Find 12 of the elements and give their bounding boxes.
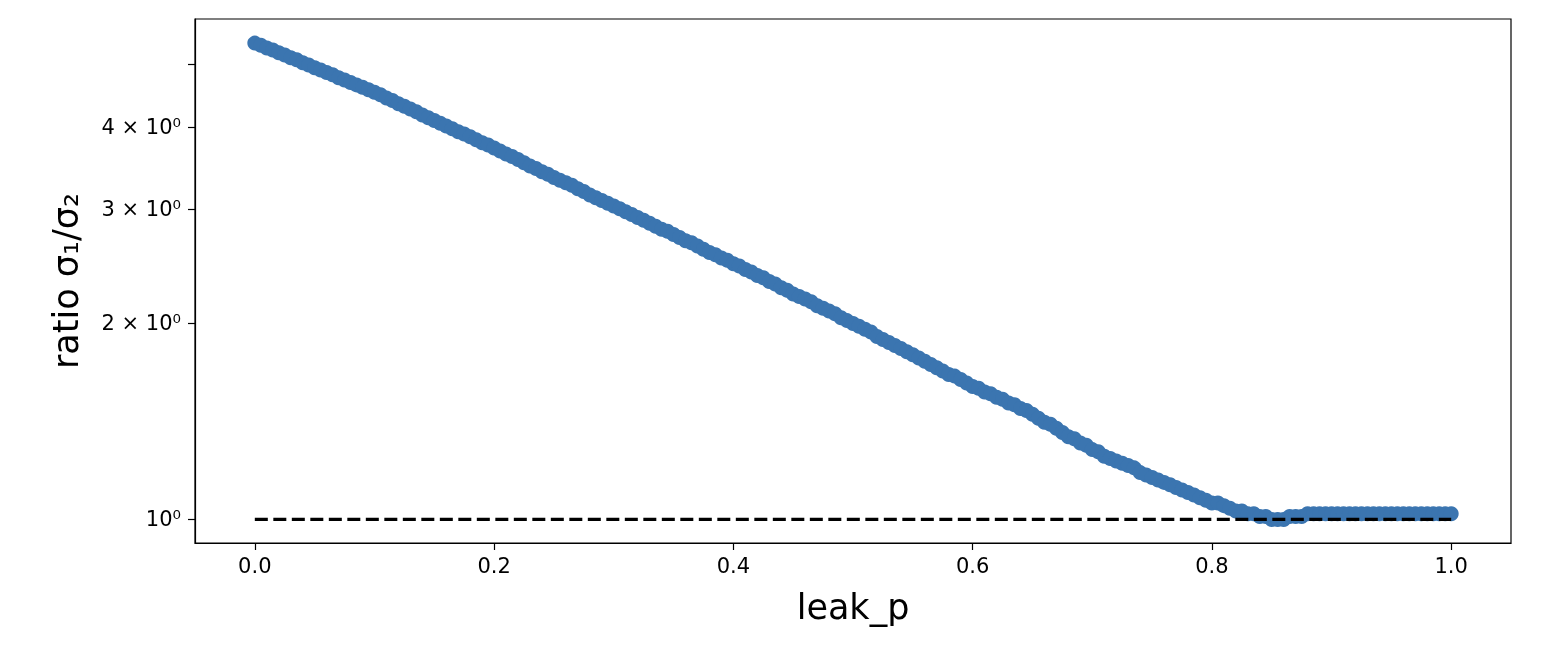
x-tick-label: 0.4: [716, 553, 751, 578]
x-tick-label: 0.2: [477, 553, 511, 578]
y-tick-label: 3 × 10⁰: [101, 196, 181, 221]
x-tick-label: 1.0: [1434, 553, 1468, 578]
x-tick-label: 0.8: [1195, 553, 1229, 578]
x-tick-label: 0.0: [238, 553, 272, 578]
y-tick-label: 4 × 10⁰: [101, 115, 181, 140]
y-axis-title: ratio σ₁/σ₂: [45, 192, 86, 370]
y-tick-label: 2 × 10⁰: [101, 311, 181, 336]
x-axis-title: leak_p: [796, 586, 910, 627]
x-tick-label: 0.6: [955, 553, 990, 578]
y-tick-label: 10⁰: [145, 507, 181, 532]
